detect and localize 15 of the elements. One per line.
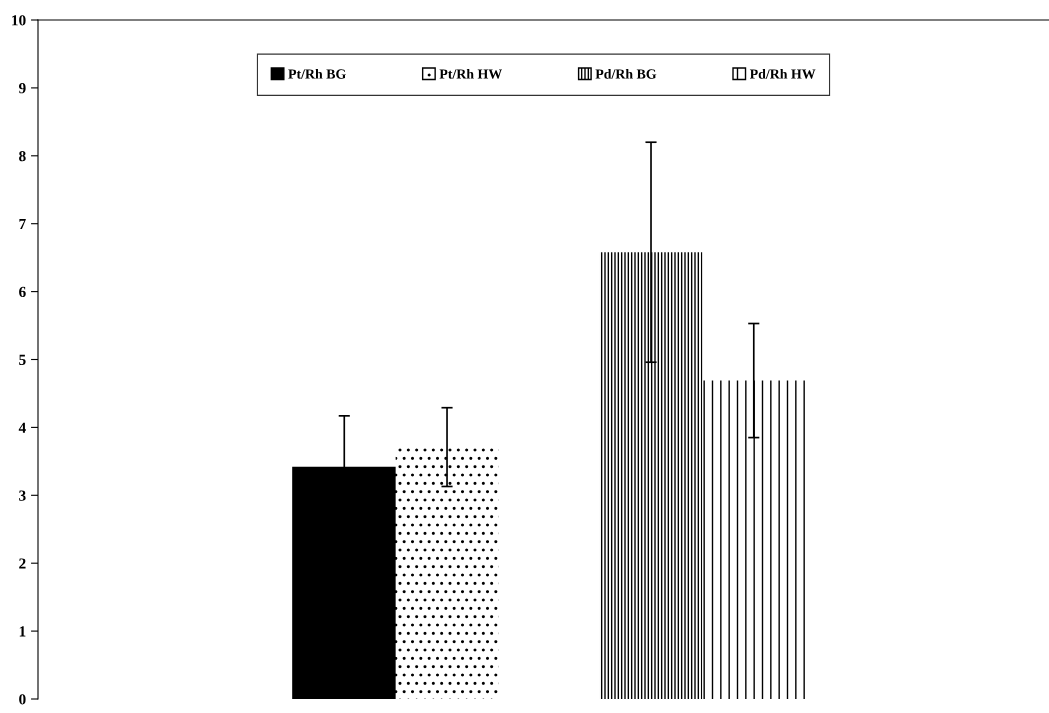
legend-label: Pd/Rh HW — [749, 68, 816, 79]
y-tick-label: 1 — [19, 626, 26, 637]
y-tick-label: 2 — [19, 558, 26, 569]
y-tick-label: 5 — [19, 354, 26, 365]
y-tick-label: 7 — [19, 219, 26, 229]
y-tick-label: 3 — [19, 490, 26, 501]
y-tick-label: 0 — [19, 694, 26, 705]
legend-label: Pt/Rh HW — [439, 68, 502, 79]
y-tick-label: 6 — [19, 286, 26, 298]
legend-label: Pt/Rh BG — [288, 68, 346, 79]
y-tick-label: 4 — [18, 422, 26, 433]
y-tick-label: 9 — [18, 83, 26, 94]
y-tick-label: 8 — [19, 150, 26, 162]
legend-label: Pd/Rh BG — [595, 68, 657, 79]
y-tick-label: 10 — [12, 15, 26, 26]
